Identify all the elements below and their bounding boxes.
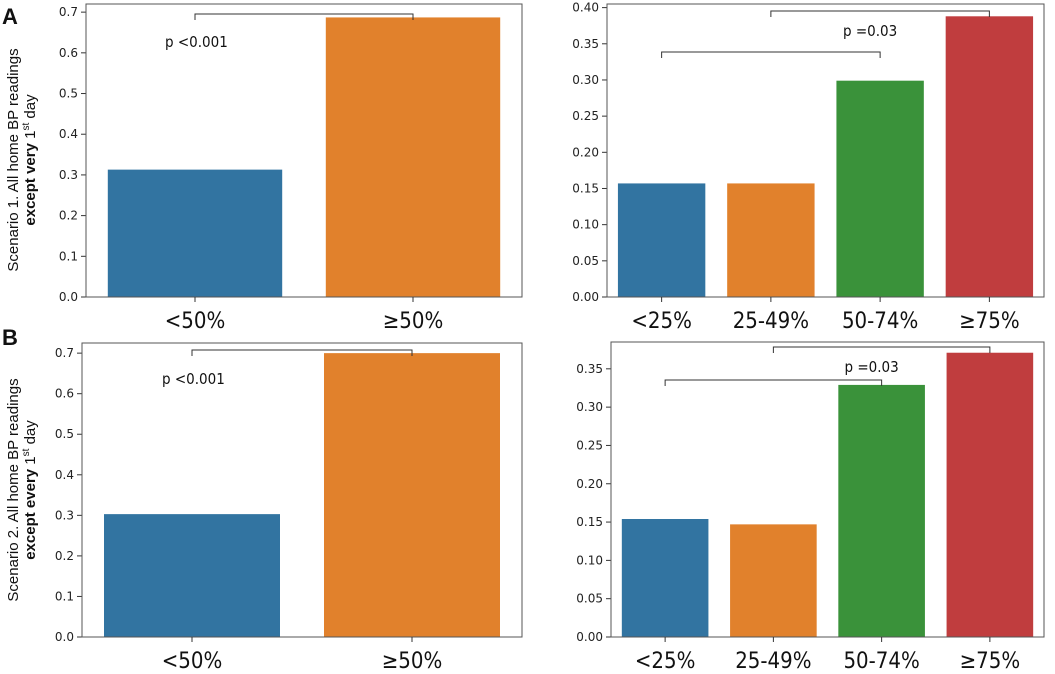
y-tick-label: 0.1 <box>59 249 78 263</box>
p-value-label: p =0.03 <box>845 358 899 376</box>
y-tick-label: 0.2 <box>55 549 74 563</box>
p-value-label: p <0.001 <box>165 33 228 51</box>
category-label: 25-49% <box>735 649 811 674</box>
y-tick-label: 0.25 <box>576 438 603 452</box>
y-tick-label: 0.3 <box>59 168 78 182</box>
row-label-a-bold: except very <box>22 142 39 225</box>
category-label: ≥75% <box>959 309 1020 334</box>
y-tick-label: 0.30 <box>572 73 599 87</box>
y-tick-label: 0.10 <box>576 553 603 567</box>
row-label-b-line2: except every 1st day <box>21 420 39 560</box>
significance-bracket <box>773 347 990 353</box>
y-tick-label: 0.00 <box>572 290 599 304</box>
y-tick-label: 0.05 <box>572 254 599 268</box>
y-tick-label: 0.2 <box>59 209 78 223</box>
row-label-b-tail: 1 <box>22 456 39 469</box>
row-label-a: Scenario 1. All home BP readings except … <box>5 48 39 271</box>
chart-top-right: 0.00 0.05 0.10 0.15 0.20 0.25 0.30 0.35 0.40 <25%… <box>572 1 1044 334</box>
row-label-b-end: day <box>22 420 39 449</box>
y-tick-label: 0.4 <box>59 127 78 141</box>
category-label: ≥50% <box>382 649 443 674</box>
bar-1 <box>104 514 280 637</box>
category-label: <25% <box>631 309 692 334</box>
bar-1 <box>622 519 709 637</box>
y-tick-label: 0.6 <box>55 387 74 401</box>
y-tick-label: 0.0 <box>59 290 78 304</box>
y-tick-label: 0.20 <box>572 145 599 159</box>
y-tick-label: 0.30 <box>576 400 603 414</box>
row-label-a-tail: 1 <box>22 131 39 144</box>
category-label: ≥50% <box>383 309 444 334</box>
panel-label-b: B <box>2 325 18 350</box>
bar-4 <box>946 16 1033 297</box>
category-label: ≥75% <box>960 649 1021 674</box>
category-label: 50-74% <box>843 649 919 674</box>
y-tick-label: 0.25 <box>572 109 599 123</box>
row-label-a-end: day <box>22 94 39 123</box>
bar-2 <box>324 353 500 637</box>
row-label-a-line1: Scenario 1. All home BP readings <box>5 48 22 271</box>
chart-top-left: 0.0 0.1 0.2 0.3 0.4 0.5 0.6 0.7 <50% ≥50% p <0.001 <box>59 4 522 334</box>
row-label-a-line2: except very 1st day <box>21 94 39 226</box>
panel-label-a: A <box>2 4 18 29</box>
bar-1 <box>108 170 282 297</box>
category-label: <50% <box>162 649 223 674</box>
bar-2 <box>730 524 817 637</box>
bar-4 <box>947 353 1034 637</box>
bar-3 <box>838 385 925 637</box>
row-label-b-bold: except every <box>22 468 39 560</box>
y-tick-label: 0.7 <box>55 346 74 360</box>
row-label-b-line1: Scenario 2. All home BP readings <box>5 378 22 601</box>
y-tick-label: 0.5 <box>59 87 78 101</box>
y-tick-label: 0.1 <box>55 589 74 603</box>
y-tick-label: 0.05 <box>576 592 603 606</box>
y-tick-label: 0.35 <box>576 362 603 376</box>
bar-2 <box>727 183 814 297</box>
p-value-label: p =0.03 <box>843 22 897 40</box>
y-tick-label: 0.4 <box>55 468 74 482</box>
category-label: <25% <box>635 649 696 674</box>
chart-bottom-left: 0.0 0.1 0.2 0.3 0.4 0.5 0.6 0.7 <50% ≥50% p <0.001 <box>55 343 522 674</box>
y-tick-label: 0.7 <box>59 5 78 19</box>
chart-bottom-right: 0.00 0.05 0.10 0.15 0.20 0.25 0.30 0.35 <25% 25-4… <box>576 342 1044 674</box>
y-tick-label: 0.00 <box>576 630 603 644</box>
significance-bracket <box>771 11 990 17</box>
category-label: <50% <box>165 309 226 334</box>
significance-bracket <box>662 52 881 58</box>
y-tick-label: 0.0 <box>55 630 74 644</box>
row-label-b: Scenario 2. All home BP readings except … <box>5 378 39 601</box>
figure: A B Scenario 1. All home BP readings exc… <box>0 0 1055 674</box>
y-tick-label: 0.10 <box>572 218 599 232</box>
bar-1 <box>618 183 705 297</box>
category-label: 25-49% <box>733 309 809 334</box>
y-tick-label: 0.3 <box>55 508 74 522</box>
category-label: 50-74% <box>842 309 918 334</box>
y-tick-label: 0.40 <box>572 1 599 15</box>
bar-3 <box>836 81 923 297</box>
y-tick-label: 0.15 <box>576 515 603 529</box>
y-tick-label: 0.5 <box>55 427 74 441</box>
y-tick-label: 0.35 <box>572 37 599 51</box>
y-tick-label: 0.6 <box>59 46 78 60</box>
y-tick-label: 0.20 <box>576 477 603 491</box>
y-tick-label: 0.15 <box>572 181 599 195</box>
bar-2 <box>326 17 500 297</box>
p-value-label: p <0.001 <box>162 370 225 388</box>
